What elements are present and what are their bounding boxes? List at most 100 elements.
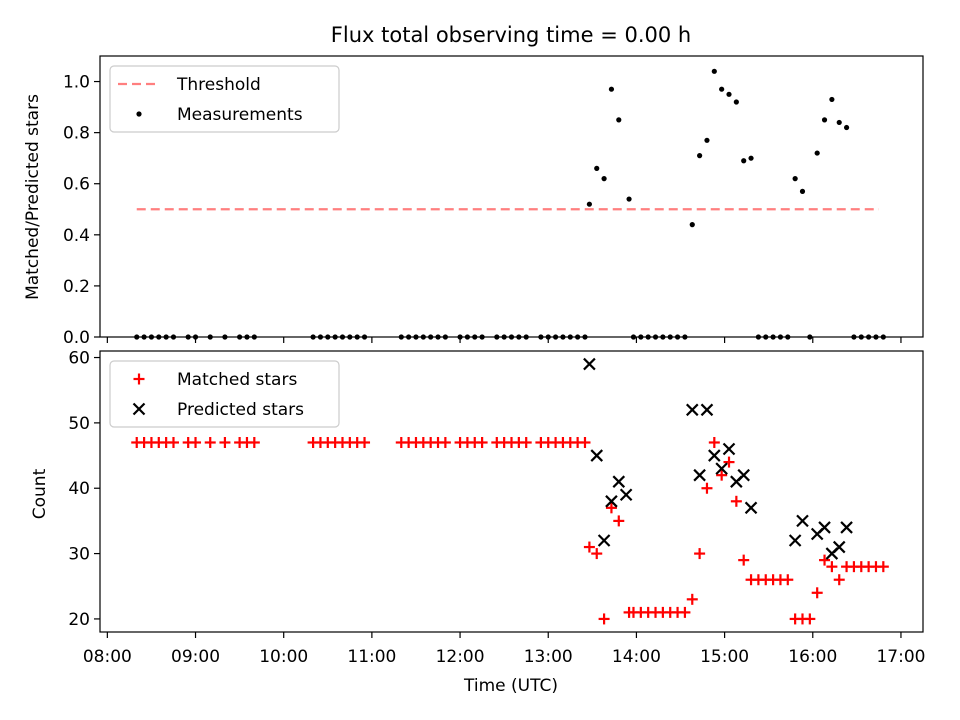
predicted-star-point [605,495,618,508]
measurement-point [799,188,806,194]
predicted-star-point [612,475,626,488]
measurement-point [601,176,607,182]
matched-star-point [359,436,371,448]
predicted-star-point-b [583,357,596,371]
matched-star-point [716,469,728,481]
matched-star-point [219,436,231,448]
predicted-star-point-b [788,534,802,547]
measurement-point [719,86,725,92]
bottom-legend-box [109,360,340,428]
measurement-point [726,91,732,97]
predicted-star-point [685,403,699,417]
measurement-point [792,176,798,182]
measurement-point [829,96,835,103]
matched-star-point [811,587,823,599]
predicted-stars-points [583,357,853,560]
bottom-panel: Count Time (UTC) 20 30 40 50 60 08:00 09:00 10… [30,349,925,696]
predicted-star-point [693,468,706,482]
predicted-star-point-b [612,475,626,488]
measurement-point [711,68,717,74]
matched-star-point [598,613,610,625]
predicted-star-point-b [693,468,706,482]
measurement-point [741,158,747,164]
predicted-star-point [818,521,831,534]
bottom-x-tick-label: 16:00 [788,647,837,667]
matched-star-point [204,436,216,448]
measurement-point [836,119,842,126]
matched-star-point [701,482,713,494]
predicted-star-point-b [796,514,809,528]
top-legend-box [109,65,340,133]
predicted-star-point-b [590,449,604,462]
predicted-legend-label: Predicted stars [177,400,304,420]
matched-star-point [520,436,532,448]
bottom-x-tick-label: 10:00 [259,647,308,667]
matched-star-point [583,541,595,553]
predicted-star-point-b [737,468,750,482]
top-y-tick-label: 0.8 [63,124,90,144]
bottom-x-tick-label: 13:00 [524,647,573,667]
matched-star-point [679,606,691,618]
bottom-y-tick-label: 20 [68,610,90,630]
predicted-star-point-b [832,540,846,554]
matched-star-point [579,436,591,448]
matched-star-point [730,495,742,507]
measurement-point [594,165,600,171]
predicted-legend-marker [132,402,146,416]
predicted-star-point [700,403,714,417]
bottom-x-ticks: 08:00 09:00 10:00 11:00 12:00 13:00 14:00 15:00… [83,632,925,667]
predicted-star-point [788,534,802,547]
matched-star-point [190,436,202,448]
bottom-legend: Matched stars Predicted stars [109,360,340,428]
bottom-x-tick-label: 15:00 [700,647,749,667]
matched-star-point [804,613,816,625]
predicted-star-point-b [715,462,728,475]
top-title: Flux total observing time = 0.00 h [331,23,691,47]
matched-star-point [738,554,750,566]
bottom-x-tick-label: 17:00 [876,647,925,667]
top-y-label: Matched/Predicted stars [23,94,43,300]
matched-star-point [833,574,845,586]
bottom-axes-frame [99,350,924,633]
predicted-star-point-b [722,442,736,456]
measurement-point [843,124,850,131]
bottom-x-tick-label: 11:00 [347,647,396,667]
matched-star-point [782,574,794,586]
matched-star-point [877,561,889,573]
predicted-star-point [590,449,604,462]
measurement-point [697,153,703,159]
predicted-star-point-b [708,449,721,462]
measurement-point [733,99,739,105]
matched-star-point [167,436,179,448]
top-y-tick-label: 1.0 [63,73,90,93]
top-y-ticks: 0.0 0.2 0.4 0.6 0.8 1.0 [63,73,100,348]
measurement-point [608,86,615,92]
predicted-star-point [840,521,853,534]
threshold-legend-label: Threshold [176,75,261,95]
bottom-y-tick-label: 30 [68,545,90,565]
top-y-tick-label: 0.4 [63,226,90,246]
predicted-star-point-b [597,534,611,547]
matched-star-point [723,456,735,468]
matched-star-point [694,548,706,560]
measurement-point [821,117,828,123]
measurements-legend-swatch [136,111,142,117]
measurement-point [616,117,622,123]
measurement-point [748,155,754,161]
bottom-y-label: Count [30,468,50,519]
matched-star-point [708,436,720,448]
predicted-star-point [597,534,611,547]
measurement-point [626,196,632,202]
top-panel: Flux total observing time = 0.00 h Match… [23,23,924,348]
top-axes-frame [99,55,924,338]
predicted-star-point [796,514,809,528]
top-legend: Threshold Measurements [109,65,340,133]
matched-star-point [591,548,603,560]
matched-star-point [476,436,488,448]
matched-star-point [605,502,617,514]
predicted-star-point-b [605,495,618,508]
matched-stars-points [131,436,889,625]
predicted-star-point-b [744,501,758,515]
top-y-tick-label: 0.6 [63,175,90,195]
predicted-star-point [744,501,758,515]
